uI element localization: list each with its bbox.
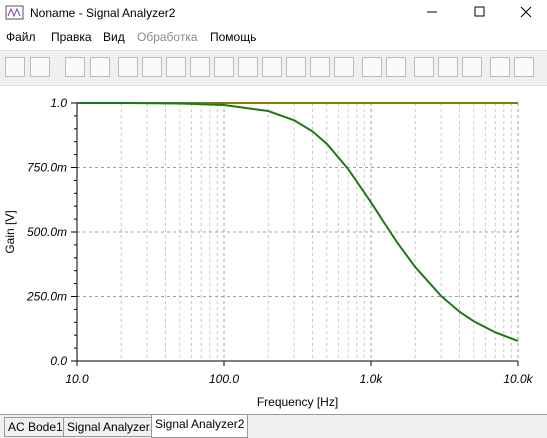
toolbar-button[interactable] (214, 57, 234, 77)
menu-item[interactable]: Обработка (137, 30, 198, 44)
chart: 10.0 100.0 1.0k 10.0k 0.0 250.0m 500.0m 750.0m 1… (3, 96, 534, 409)
toolbar-button[interactable] (5, 57, 25, 77)
toolbar-button[interactable] (30, 57, 50, 77)
app-icon (5, 5, 24, 20)
toolbar-button[interactable] (166, 57, 186, 77)
tab[interactable]: AC Bode1 (4, 417, 67, 437)
toolbar-button[interactable] (262, 57, 282, 77)
tab[interactable]: Signal Analyzer2 (151, 415, 249, 438)
y-tick-label: 0.0 (50, 354, 67, 368)
x-tick-label: 10.0k (503, 372, 533, 386)
y-axis-label: Gain [V] (3, 210, 17, 253)
toolbar-button[interactable] (190, 57, 210, 77)
toolbar-button[interactable] (286, 57, 306, 77)
toolbar-button[interactable] (386, 57, 406, 77)
x-tick-label: 1.0k (360, 372, 384, 386)
toolbar-button[interactable] (90, 57, 110, 77)
y-tick-label: 1.0 (50, 96, 67, 110)
toolbar-button[interactable] (490, 57, 510, 77)
toolbar-button[interactable] (118, 57, 138, 77)
menu-bar: Файл Правка Вид Обработка Помощь (0, 26, 547, 48)
menu-item[interactable]: Файл (6, 30, 36, 44)
toolbar-button[interactable] (142, 57, 162, 77)
menu-item[interactable]: Помощь (210, 30, 257, 44)
x-axis-label: Frequency [Hz] (257, 395, 338, 409)
y-tick-label: 500.0m (27, 225, 67, 239)
menu-item[interactable]: Вид (103, 30, 125, 44)
toolbar-button[interactable] (310, 57, 330, 77)
toolbar-button[interactable] (438, 57, 458, 77)
tab-bar: AC Bode1 Signal Analyzer1 Signal Analyze… (0, 414, 547, 438)
toolbar-button[interactable] (462, 57, 482, 77)
toolbar (0, 50, 547, 86)
window-controls[interactable] (407, 0, 547, 26)
toolbar-button[interactable] (362, 57, 382, 77)
tab[interactable]: Signal Analyzer1 (63, 417, 161, 437)
toolbar-button[interactable] (238, 57, 258, 77)
series-line (77, 102, 519, 342)
toolbar-button[interactable] (334, 57, 354, 77)
toolbar-button[interactable] (514, 57, 534, 77)
title-bar: Noname - Signal Analyzer2 (0, 0, 547, 26)
toolbar-button[interactable] (414, 57, 434, 77)
y-tick-label: 250.0m (26, 290, 67, 304)
menu-item[interactable]: Правка (51, 30, 92, 44)
x-tick-label: 100.0 (209, 372, 239, 386)
toolbar-button[interactable] (65, 57, 85, 77)
x-tick-label: 10.0 (65, 372, 89, 386)
y-tick-label: 750.0m (27, 161, 67, 175)
window-title: Noname - Signal Analyzer2 (30, 6, 176, 20)
